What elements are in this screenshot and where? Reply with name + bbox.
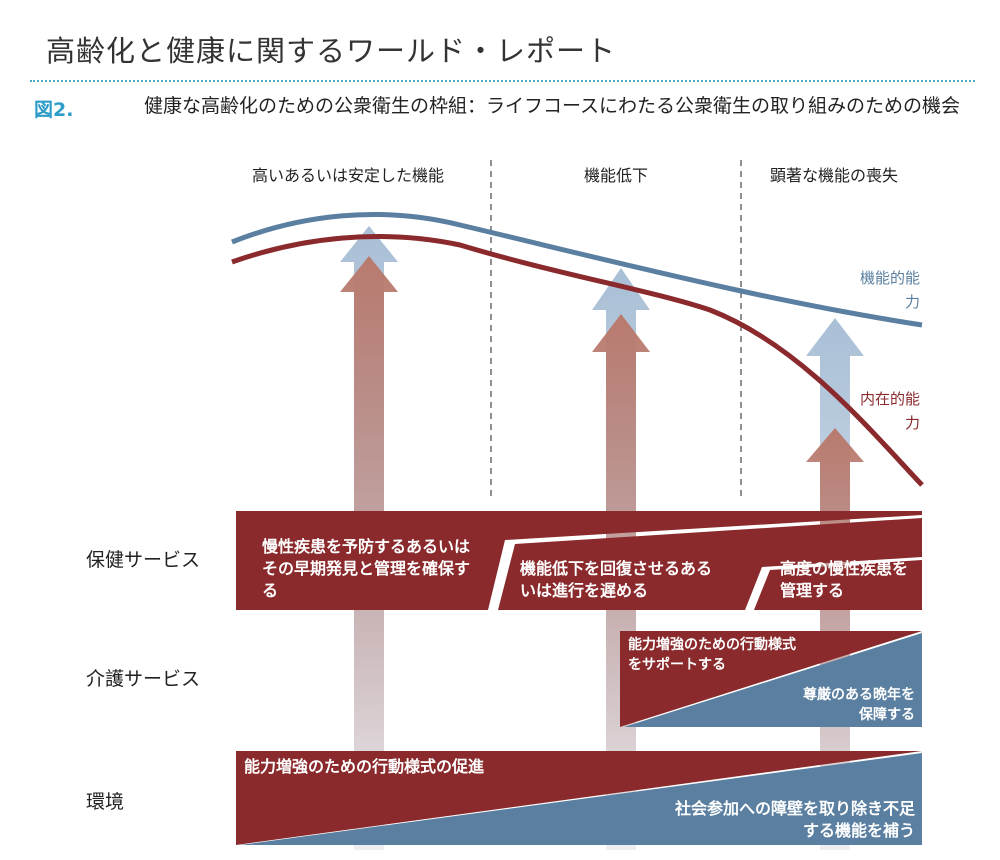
intrinsic-capacity-curve — [231, 234, 924, 487]
phase-label-loss: 顕著な機能の喪失 — [770, 166, 899, 185]
health-services-band — [236, 511, 922, 610]
header-divider — [30, 80, 975, 82]
row-label-environment: 環境 — [86, 791, 125, 813]
functional-capacity-curve — [231, 211, 923, 328]
intrinsic-capacity-label: 内在的能力 — [859, 390, 920, 432]
health-box-reverse: 機能低下を回復させるあるいは進行を遅める — [520, 559, 713, 600]
report-title: 高齢化と健康に関するワールド・レポート — [46, 34, 617, 68]
health-box-prevent: 慢性疾患を予防するあるいはその早期発見と管理を確保する — [262, 537, 471, 600]
row-label-care: 介護サービス — [86, 668, 201, 690]
environment-band — [236, 751, 922, 845]
phase-label-stable: 高いあるいは安定した機能 — [252, 166, 445, 185]
health-box-manage: 高度の慢性疾患を管理する — [780, 559, 909, 600]
environment-barriers-text: 社会参加への障壁を取り除き不足する機能を補う — [674, 799, 915, 840]
functional-capacity-label: 機能的能力 — [859, 269, 920, 311]
care-support-text: 能力増強のための行動様式をサポートする — [628, 637, 796, 673]
environment-promote-text: 能力増強のための行動様式の促進 — [244, 757, 485, 776]
phase-label-decline: 機能低下 — [584, 166, 649, 185]
row-label-health: 保健サービス — [86, 549, 201, 571]
figure-caption: 健康な高齢化のための公衆衛生の枠組：ライフコースにわたる公衆衛生の取り組みのため… — [144, 95, 961, 117]
care-dignity-text: 尊厳のある晩年を保障する — [803, 687, 915, 723]
figure-label: 図2. — [34, 99, 74, 121]
care-services-band — [620, 631, 922, 727]
